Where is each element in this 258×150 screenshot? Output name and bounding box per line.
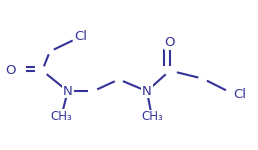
Text: O: O [5,64,15,77]
Text: CH₃: CH₃ [51,110,72,123]
Text: N: N [63,85,72,98]
Text: CH₃: CH₃ [141,110,163,123]
Text: O: O [165,36,175,49]
Text: Cl: Cl [74,30,87,43]
Text: Cl: Cl [234,88,247,101]
Text: N: N [142,85,152,98]
